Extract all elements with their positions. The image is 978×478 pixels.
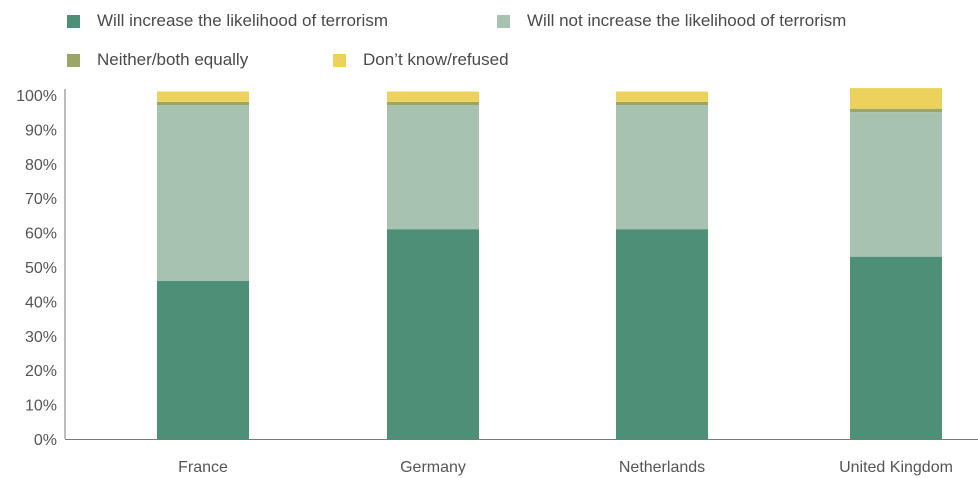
y-tick-label: 70% (25, 191, 57, 208)
legend-swatch-dont-know (333, 53, 346, 67)
x-axis-labels: France Germany Netherlands United Kingdom (178, 459, 953, 476)
axes (64, 89, 978, 440)
y-tick-label: 80% (25, 157, 57, 174)
bar-segment (850, 88, 942, 109)
bar-segment (157, 101, 249, 106)
x-tick-label: Germany (400, 459, 466, 476)
y-tick-label: 20% (25, 363, 57, 380)
y-tick-label: 40% (25, 294, 57, 311)
legend-item-will-increase: Will increase the likelihood of terroris… (67, 11, 388, 31)
legend-label-dont-know: Don’t know/refused (363, 50, 509, 69)
bar-segment (157, 105, 249, 281)
legend-label-will-not-increase: Will not increase the likelihood of terr… (527, 11, 847, 30)
legend-label-will-increase: Will increase the likelihood of terroris… (97, 11, 388, 30)
bar-segment (616, 91, 708, 102)
bar-segment (157, 91, 249, 102)
bar-segment (387, 101, 479, 106)
legend-item-neither: Neither/both equally (67, 50, 248, 70)
legend-swatch-will-not-increase (497, 14, 510, 28)
bar-segment (616, 105, 708, 230)
y-tick-label: 90% (25, 122, 57, 139)
y-tick-label: 30% (25, 329, 57, 346)
x-tick-label: United Kingdom (839, 459, 953, 476)
legend-item-will-not-increase: Will not increase the likelihood of terr… (497, 11, 846, 31)
legend-item-dont-know: Don’t know/refused (333, 50, 509, 70)
bars (157, 88, 942, 439)
y-tick-label: 0% (34, 432, 57, 449)
bar-segment (850, 108, 942, 113)
x-tick-label: France (178, 459, 228, 476)
y-tick-label: 100% (16, 88, 57, 105)
legend-label-neither: Neither/both equally (97, 50, 249, 69)
bar-segment (616, 229, 708, 439)
legend-swatch-will-increase (67, 14, 80, 28)
y-tick-label: 60% (25, 226, 57, 243)
y-tick-label: 50% (25, 260, 57, 277)
x-tick-label: Netherlands (619, 459, 705, 476)
y-axis-ticks: 0% 10% 20% 30% 40% 50% 60% 70% 80% 90% 100% (16, 88, 57, 449)
bar-segment (616, 101, 708, 106)
chart-legend: Will increase the likelihood of terroris… (0, 0, 978, 80)
bar-segment (387, 105, 479, 230)
bar-segment (387, 229, 479, 439)
bar-segment (157, 280, 249, 439)
y-tick-label: 10% (25, 398, 57, 415)
legend-swatch-neither (67, 53, 80, 67)
bar-segment (387, 91, 479, 102)
bar-segment (850, 112, 942, 257)
bar-segment (850, 256, 942, 439)
